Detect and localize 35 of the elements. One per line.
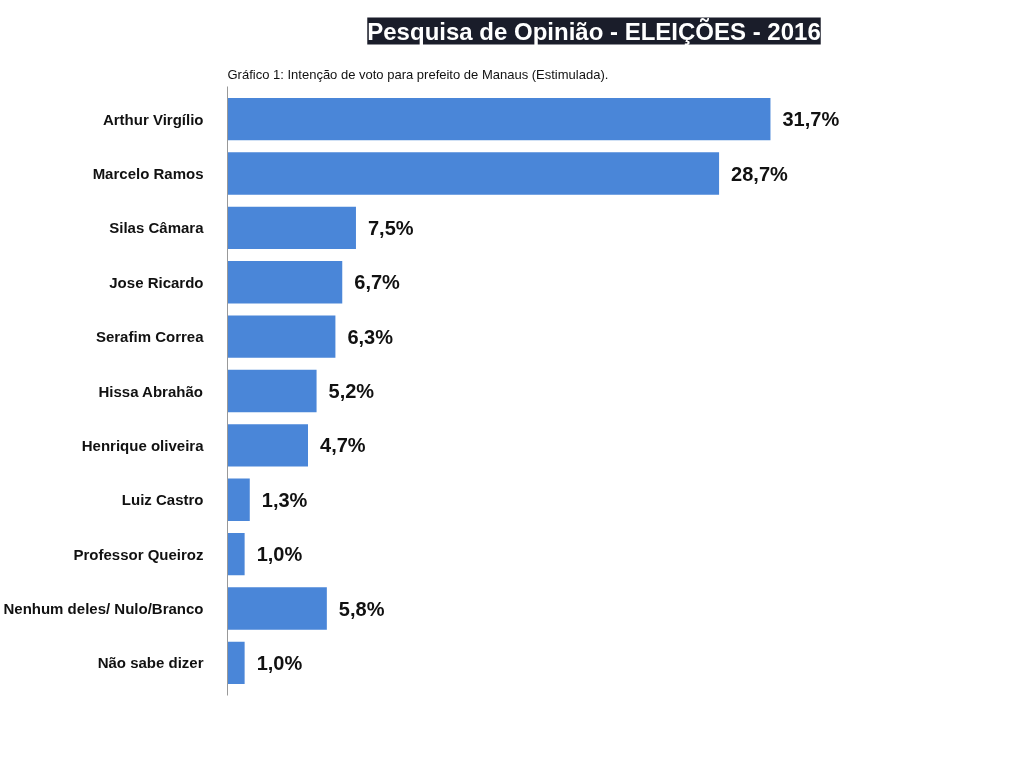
bar <box>227 152 720 195</box>
y-tick-label: Serafim Correa <box>95 328 205 346</box>
bar <box>227 641 245 685</box>
data-label: 7,5% <box>367 216 414 239</box>
bar <box>227 478 250 521</box>
y-tick-label: Jose Ricardo <box>109 273 204 291</box>
data-label: 6,7% <box>354 271 401 294</box>
data-label: 1,0% <box>256 543 303 566</box>
data-label: 5,8% <box>338 597 385 620</box>
data-label: 1,0% <box>256 651 303 674</box>
bar <box>227 587 327 630</box>
bar <box>227 261 343 304</box>
y-tick-label: Arthur Virgílio <box>102 110 204 128</box>
data-label: 5,2% <box>328 380 375 402</box>
y-tick-label: Professor Queiroz <box>73 545 204 563</box>
y-tick-label: Hissa Abrahão <box>98 382 203 400</box>
y-tick-label: Não sabe dizer <box>97 654 204 672</box>
y-tick-label: Luiz Castro <box>121 491 204 509</box>
data-label: 28,7% <box>731 162 788 185</box>
y-tick-label: Henrique oliveira <box>81 436 205 454</box>
bar <box>227 532 245 576</box>
data-label: 31,7% <box>782 108 840 131</box>
y-tick-label: Marcelo Ramos <box>92 165 204 182</box>
bar <box>227 424 308 467</box>
bar <box>227 369 317 413</box>
bar <box>227 206 356 250</box>
y-tick-label: Nenhum deles/ Nulo/Branco <box>3 600 204 617</box>
bar <box>227 97 771 141</box>
bar <box>227 315 336 358</box>
data-label: 6,3% <box>347 325 394 348</box>
y-tick-label: Silas Câmara <box>109 219 205 237</box>
data-label: 1,3% <box>261 488 308 511</box>
chart-title: Pesquisa de Opinião - ELEIÇÕES - 2016 <box>367 17 821 45</box>
data-label: 4,7% <box>320 434 366 457</box>
chart-subtitle: Gráfico 1: Intenção de voto para prefeito de Manaus (Estimulada). <box>227 66 609 82</box>
